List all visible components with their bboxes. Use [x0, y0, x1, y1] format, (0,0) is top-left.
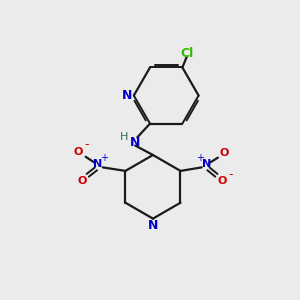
Text: -: -	[85, 139, 89, 152]
Text: O: O	[77, 176, 86, 186]
Text: N: N	[202, 159, 211, 169]
Text: O: O	[220, 148, 229, 158]
Text: N: N	[122, 89, 133, 102]
Text: H: H	[120, 132, 129, 142]
Text: O: O	[73, 147, 83, 157]
Text: N: N	[93, 159, 102, 169]
Text: N: N	[148, 220, 158, 232]
Text: +: +	[100, 153, 108, 163]
Text: +: +	[196, 153, 205, 163]
Text: -: -	[228, 168, 233, 181]
Text: Cl: Cl	[180, 47, 194, 60]
Text: N: N	[130, 136, 140, 148]
Text: O: O	[217, 176, 226, 186]
